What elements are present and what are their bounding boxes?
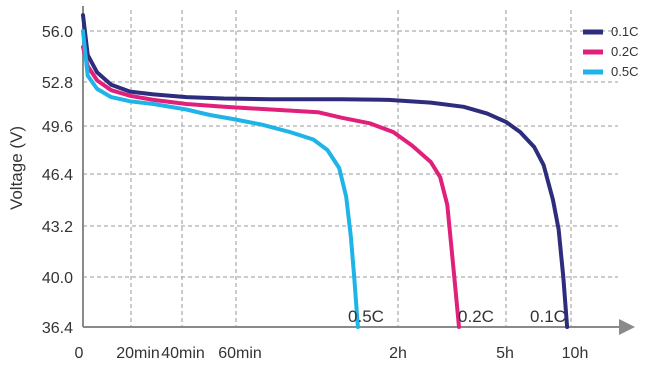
- grid: [83, 10, 618, 327]
- y-tick-label: 52.8: [42, 75, 73, 92]
- y-tick-label: 36.4: [42, 320, 73, 337]
- labels: 0.1C 0.2C 0.5C: [348, 307, 566, 326]
- y-axis-title: Voltage (V): [7, 126, 26, 210]
- x-tick-label: 0: [75, 345, 84, 362]
- x-tick-label: 40min: [161, 345, 205, 362]
- series-line-0-5C: [81, 29, 360, 329]
- axes: 56.0 52.8 49.6 46.4 43.2 40.0 36.40 20min 40min 6…: [7, 6, 635, 362]
- x-tick-label: 5h: [496, 345, 514, 362]
- y-tick-label: 49.6: [42, 119, 73, 136]
- curve-end-label: 0.2C: [458, 307, 494, 326]
- curve-end-label: 0.5C: [348, 307, 384, 326]
- x-tick-label: 20min: [116, 345, 160, 362]
- y-tick-label: 46.4: [42, 167, 73, 184]
- legend-label: 0.5C: [611, 64, 638, 79]
- y-tick-label: 43.2: [42, 219, 73, 236]
- legend-label: 0.2C: [611, 44, 638, 59]
- legend-label: 0.1C: [611, 24, 638, 39]
- curve-end-label: 0.1C: [530, 307, 566, 326]
- series-lines: [81, 13, 570, 329]
- y-tick-label: 40.0: [42, 270, 73, 287]
- series-line-0-1C: [81, 13, 570, 329]
- legend: 0.1C 0.2C 0.5C: [583, 24, 638, 79]
- x-tick-label: 60min: [218, 345, 262, 362]
- x-tick-label: 10h: [562, 345, 589, 362]
- x-tick-label: 2h: [389, 345, 407, 362]
- y-tick-label: 56.0: [42, 24, 73, 41]
- series-line-0-2C: [81, 44, 461, 329]
- x-axis-arrow-icon: [619, 319, 635, 335]
